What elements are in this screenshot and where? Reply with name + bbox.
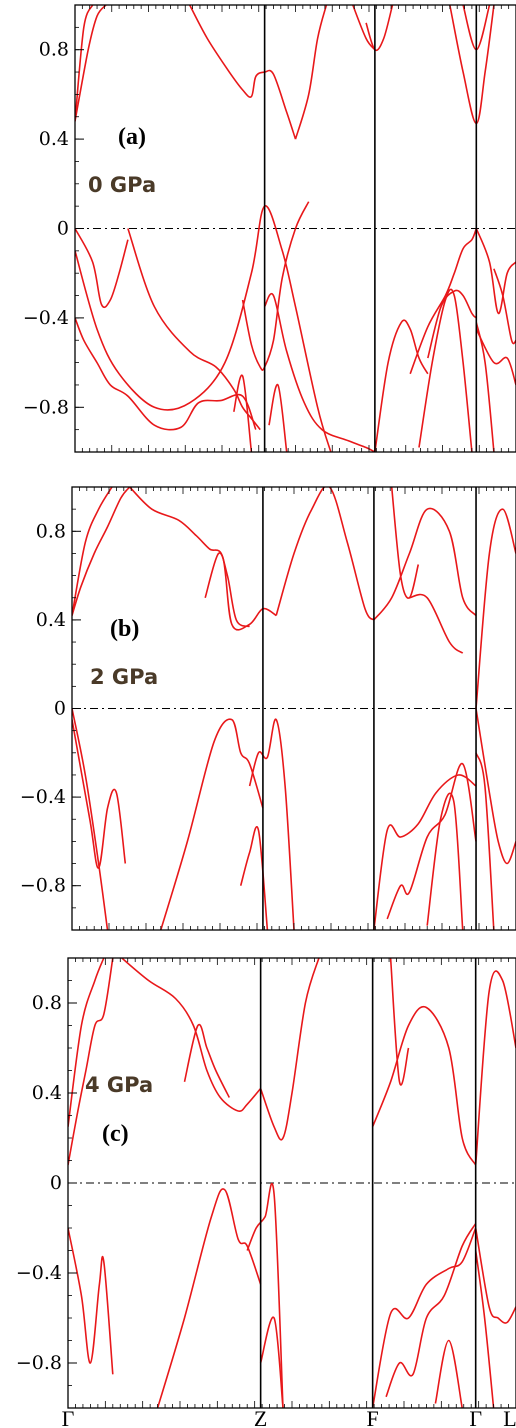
bands-group (75, 5, 516, 452)
band-line-20 (418, 288, 473, 452)
band-line-21 (475, 228, 516, 315)
band-line-1 (72, 487, 131, 616)
band-line-17 (374, 319, 429, 452)
y-tick-label: 0.4 (39, 128, 69, 150)
y-tick-label: −0.4 (16, 1262, 62, 1284)
band-line-17 (426, 792, 464, 930)
band-line-8 (409, 593, 464, 654)
y-tick-label: 0.8 (39, 39, 69, 61)
band-line-7 (449, 5, 495, 125)
band-line-2 (72, 487, 113, 616)
band-line-15 (373, 774, 477, 930)
band-line-9 (68, 1227, 114, 1375)
band-line-13 (371, 1227, 477, 1408)
band-line-12 (160, 718, 264, 930)
band-line-3 (121, 958, 262, 1112)
band-line-7 (390, 487, 420, 599)
band-line-14 (239, 826, 269, 930)
k-point-label: Γ (62, 1406, 75, 1428)
band-line-2 (75, 5, 94, 122)
band-line-19 (427, 289, 477, 359)
band-line-11 (246, 1183, 284, 1408)
y-tick-label: 0.8 (32, 992, 62, 1014)
band-line-17 (474, 1250, 495, 1408)
band-line-22 (475, 328, 516, 386)
y-tick-label: 0.4 (32, 1082, 62, 1104)
band-line-16 (268, 384, 288, 452)
panel-label: (b) (110, 616, 139, 642)
band-line-5 (259, 958, 320, 1141)
band-line-4 (183, 1023, 231, 1098)
band-line-11 (127, 228, 261, 431)
band-line-12 (75, 317, 257, 431)
band-line-10 (75, 205, 332, 452)
panel-2: 0.8 0.4 0 −0.4 −0.8 (b) 2 GPa (20, 486, 516, 931)
band-line-16 (386, 763, 477, 920)
band-line-9 (75, 228, 129, 309)
band-line-6 (373, 507, 477, 621)
band-line-5 (365, 5, 394, 52)
pressure-label: 2 GPa (90, 665, 158, 689)
band-line-12 (259, 1316, 284, 1408)
band-line-15 (434, 1339, 463, 1408)
band-line-2 (68, 958, 105, 1127)
band-line-23 (493, 268, 516, 345)
band-line-8 (474, 970, 516, 1166)
y-tick-label: −0.8 (23, 396, 69, 418)
y-tick-label: 0 (50, 1172, 62, 1194)
band-line-6 (371, 1005, 477, 1166)
band-line-10 (156, 1188, 262, 1408)
panel-label: (c) (102, 1121, 129, 1147)
panel-label: (a) (118, 124, 146, 150)
y-tick-label: 0 (57, 218, 69, 240)
band-line-13 (248, 718, 295, 930)
band-line-15 (233, 374, 253, 452)
band-line-1 (68, 958, 114, 1166)
band-line-10 (72, 708, 109, 930)
bands-group (72, 487, 516, 930)
band-line-16 (474, 1227, 516, 1324)
band-line-6 (352, 5, 376, 51)
band-line-13 (241, 201, 310, 371)
band-line-1 (75, 5, 107, 122)
band-line-18 (475, 708, 516, 865)
y-tick-label: −0.8 (20, 875, 66, 897)
band-line-7 (389, 958, 410, 1086)
panel-1: 0.8 0.4 0 −0.4 −0.8 (a) 0 GPa (23, 4, 516, 453)
k-point-label: F (367, 1406, 379, 1428)
band-line-5 (275, 487, 375, 621)
band-line-14 (263, 293, 376, 452)
pressure-label: 4 GPa (85, 1073, 153, 1097)
k-point-label: Γ (469, 1406, 482, 1428)
bands-group (68, 958, 516, 1408)
band-line-24 (475, 322, 495, 452)
y-tick-label: −0.4 (20, 786, 66, 808)
band-line-4 (204, 552, 250, 628)
pressure-label: 0 GPa (88, 173, 156, 197)
band-line-11 (72, 719, 127, 869)
y-tick-label: 0.4 (36, 609, 66, 631)
band-line-19 (475, 752, 495, 930)
band-line-14 (385, 1223, 477, 1398)
band-line-4 (294, 5, 328, 140)
band-line-3 (188, 5, 297, 140)
k-point-label: L (503, 1406, 516, 1428)
band-line-3 (129, 487, 277, 631)
y-tick-label: −0.4 (23, 307, 69, 329)
y-tick-label: −0.8 (16, 1352, 62, 1374)
y-tick-label: 0.8 (36, 520, 66, 542)
band-line-18 (409, 228, 478, 375)
k-point-label: Z (254, 1406, 267, 1428)
y-tick-label: 0 (54, 698, 66, 720)
band-line-9 (475, 508, 516, 709)
